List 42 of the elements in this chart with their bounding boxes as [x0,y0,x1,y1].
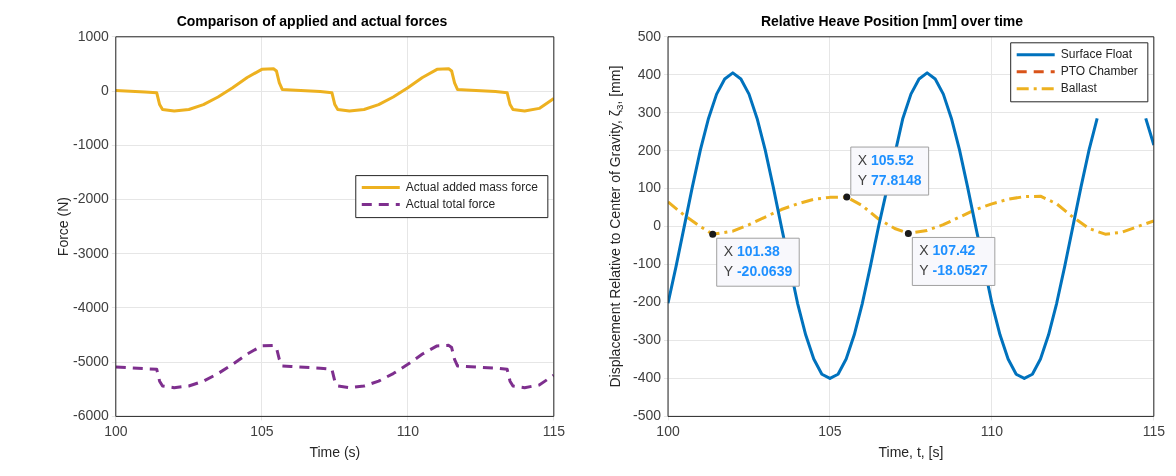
y-axis-title: Displacement Relative to Center of Gravity, ζ3, [mm] [606,65,625,388]
y-axis-title: Force (N) [54,197,71,257]
y-tick-label: -500 [632,407,662,424]
x-axis-title: Time, t, [s] [878,444,944,461]
y-tick-label: 300 [637,103,662,120]
legend-label: Ballast [1060,81,1098,96]
y-tick-label: -5000 [72,353,110,370]
legend-label: Actual total force [405,196,496,211]
y-tick-label: 0 [101,81,110,98]
y-tick-label: -3000 [72,244,110,261]
y-tick-label: 200 [637,141,662,158]
legend-label: Surface Float [1060,47,1133,62]
y-tick-label: 100 [637,179,662,196]
x-tick-label: 100 [104,422,128,439]
y-tick-label: -1000 [72,136,110,153]
x-tick-label: 115 [542,422,566,439]
legend-label: PTO Chamber [1060,64,1138,79]
annotation: X 107.42 Y -18.0527 [919,242,989,279]
legend-label: Actual added mass force [405,179,539,194]
y-tick-label: 500 [637,27,662,44]
chart-title: Comparison of applied and actual forces [176,13,448,30]
x-tick-label: 100 [656,422,680,439]
y-tick-label: 1000 [77,27,110,44]
y-tick-label: -400 [632,369,662,386]
y-tick-label: -100 [632,255,662,272]
y-tick-label: -300 [632,331,662,348]
annotation: X 101.38 Y -20.0639 [723,243,793,280]
y-tick-label: 0 [653,217,662,234]
y-tick-label: 400 [637,65,662,82]
y-tick-label: -6000 [72,407,110,424]
x-tick-label: 110 [396,422,420,439]
x-tick-label: 110 [980,422,1004,439]
y-tick-label: -2000 [72,190,110,207]
y-tick-label: -200 [632,293,662,310]
line-series [115,343,554,390]
x-tick-label: 105 [250,422,274,439]
x-axis-title: Time (s) [309,444,361,461]
x-tick-label: 105 [818,422,842,439]
y-tick-label: -4000 [72,298,110,315]
x-tick-label: 115 [1142,422,1166,439]
chart-title: Relative Heave Position [mm] over time [760,13,1024,30]
annotation: X 105.52 Y 77.8148 [857,151,922,188]
